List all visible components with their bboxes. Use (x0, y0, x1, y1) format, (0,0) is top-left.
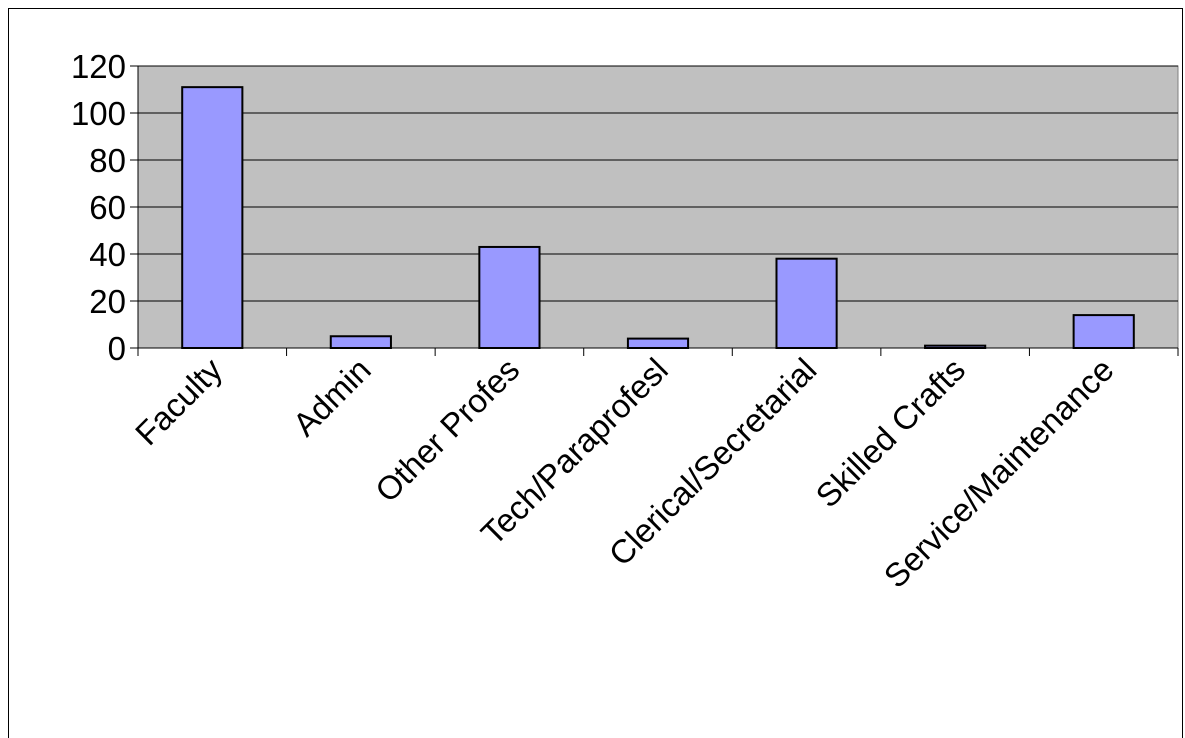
bar-other-profes (479, 247, 539, 348)
bar-faculty (182, 87, 242, 348)
bar-admin (331, 336, 391, 348)
y-tick-label: 20 (89, 283, 126, 320)
y-tick-label: 0 (108, 330, 126, 367)
y-tick-label: 60 (89, 189, 126, 226)
y-tick-label: 80 (89, 142, 126, 179)
x-tick-label: Skilled Crafts (808, 351, 972, 515)
y-tick-label: 100 (71, 95, 126, 132)
bar-service-maintenance (1074, 315, 1134, 348)
y-tick-label: 40 (89, 236, 126, 273)
bar-tech-paraprofesl (628, 339, 688, 348)
bar-clerical-secretarial (776, 259, 836, 348)
x-tick-label: Other Profes (368, 351, 526, 509)
x-tick-label: Faculty (128, 350, 230, 452)
x-tick-label: Admin (285, 351, 377, 443)
y-tick-label: 120 (71, 48, 126, 85)
y-tick-labels: 0 20 40 60 80 100 120 (71, 48, 126, 367)
